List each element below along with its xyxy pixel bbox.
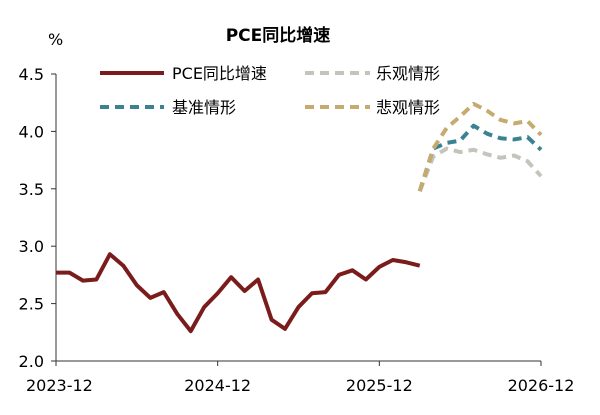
legend: PCE同比增速 乐观情形 基准情形 悲观情形	[100, 64, 440, 117]
legend-label-optimistic: 乐观情形	[376, 64, 440, 83]
legend-label-pessimistic: 悲观情形	[376, 98, 440, 117]
series-baseline-line	[417, 123, 543, 192]
legend-item-baseline: 基准情形	[100, 98, 236, 117]
y-tick-label: 3.5	[19, 180, 44, 199]
series-pessimistic	[417, 101, 543, 192]
legend-item-actual: PCE同比增速	[100, 64, 267, 83]
series-actual-line	[56, 252, 421, 334]
y-axis-ticks: 2.0 2.5 3.0 3.5 4.0 4.5	[19, 65, 56, 371]
y-tick-label: 2.5	[19, 295, 44, 314]
series-layer	[55, 101, 543, 334]
legend-item-pessimistic: 悲观情形	[305, 98, 440, 117]
y-tick-label: 2.0	[19, 352, 44, 371]
x-tick-label: 2026-12	[508, 376, 575, 395]
x-tick-label: 2024-12	[184, 376, 251, 395]
y-axis: 2.0 2.5 3.0 3.5 4.0 4.5	[19, 65, 57, 371]
x-tick-label: 2023-12	[26, 376, 93, 395]
x-tick-label: 2025-12	[346, 376, 413, 395]
legend-label-actual: PCE同比增速	[172, 64, 267, 83]
x-axis: 2023-12 2024-12 2025-12 2026-12	[26, 360, 574, 395]
series-actual	[55, 252, 421, 334]
y-axis-unit-label: %	[48, 30, 63, 49]
legend-label-baseline: 基准情形	[172, 98, 236, 117]
x-axis-ticks: 2023-12 2024-12 2025-12 2026-12	[26, 361, 574, 395]
y-tick-label: 4.5	[19, 65, 44, 84]
series-pessimistic-line	[417, 101, 543, 192]
legend-item-optimistic: 乐观情形	[305, 64, 440, 83]
y-tick-label: 3.0	[19, 237, 44, 256]
chart-title: PCE同比增速	[226, 25, 331, 46]
y-tick-label: 4.0	[19, 122, 44, 141]
